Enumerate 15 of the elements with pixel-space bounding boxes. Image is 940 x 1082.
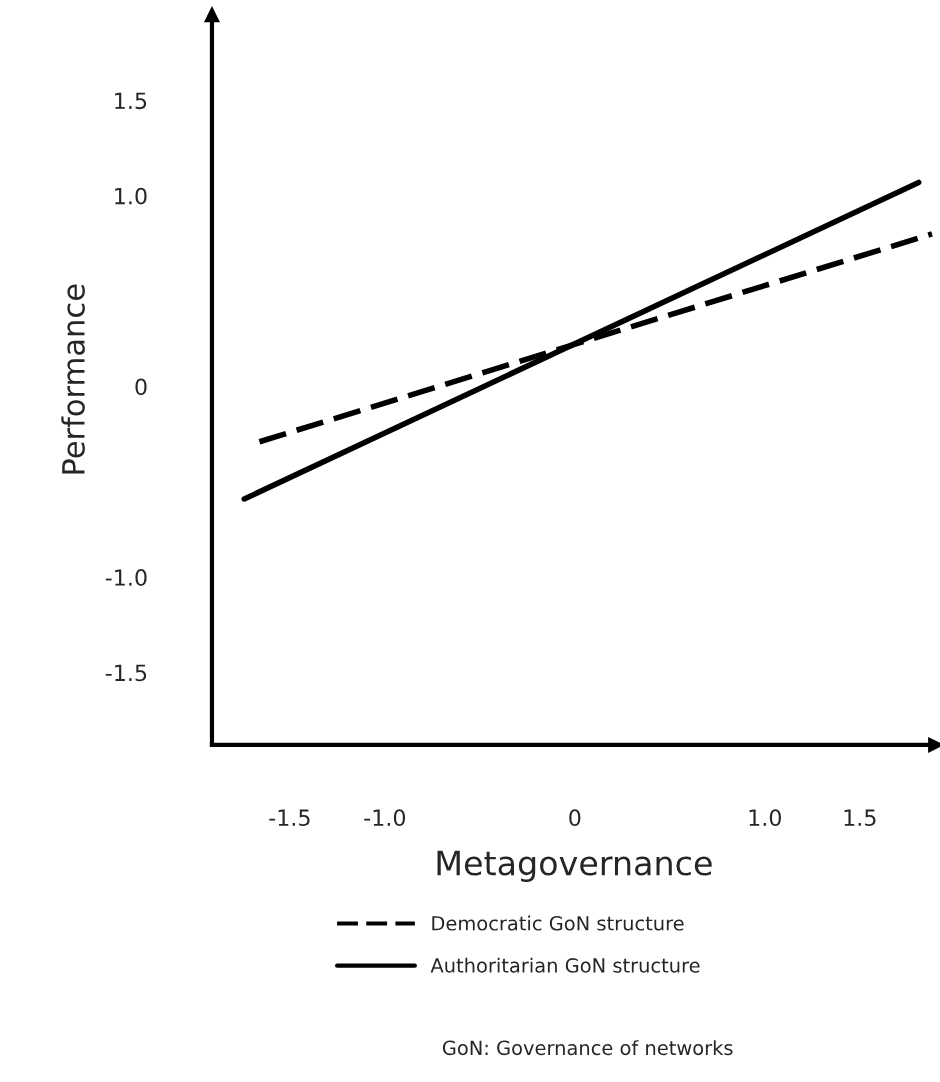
x-tick-label: -1.0 (364, 809, 406, 827)
text: GoN: Governance of networks (442, 1040, 733, 1056)
y-tick-label: 1.0 (115, 187, 147, 205)
y-tick-label: 1.5 (115, 92, 147, 110)
legend-label: Authoritarian GoN structure (430, 957, 700, 973)
y-tick-label: 0 (135, 378, 147, 396)
x-tick-label: 1.5 (844, 809, 876, 827)
x-tick-label: 1.0 (749, 809, 781, 827)
y-axis-title: Performance (61, 284, 85, 474)
legend-label: Democratic GoN structure (432, 915, 684, 931)
y-tick-label: -1.5 (105, 664, 147, 682)
x-tick-label: -1.5 (269, 809, 310, 827)
x-axis-title: Metagovernance (437, 850, 712, 883)
y-tick-label: -1.0 (105, 569, 147, 586)
x-tick-label: 0 (569, 809, 581, 827)
